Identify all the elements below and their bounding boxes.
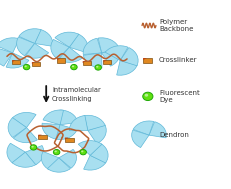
Wedge shape <box>84 115 105 130</box>
Circle shape <box>24 65 27 67</box>
Circle shape <box>30 145 37 150</box>
Wedge shape <box>132 130 149 148</box>
Wedge shape <box>98 38 119 53</box>
Wedge shape <box>120 48 138 66</box>
Bar <box>65 138 74 142</box>
Wedge shape <box>13 128 37 143</box>
Circle shape <box>80 149 86 155</box>
Wedge shape <box>8 118 27 137</box>
Circle shape <box>143 92 153 101</box>
Wedge shape <box>58 47 83 62</box>
Circle shape <box>55 150 57 152</box>
Wedge shape <box>105 46 128 60</box>
Wedge shape <box>69 115 88 131</box>
Text: Polymer
Backbone: Polymer Backbone <box>159 19 193 32</box>
Polygon shape <box>12 60 15 62</box>
Wedge shape <box>0 47 13 66</box>
Text: Fluorescent
Dye: Fluorescent Dye <box>159 90 200 103</box>
Wedge shape <box>42 123 60 139</box>
Wedge shape <box>19 29 41 43</box>
Circle shape <box>53 149 60 155</box>
Wedge shape <box>83 53 102 68</box>
Wedge shape <box>6 53 29 68</box>
Circle shape <box>72 65 74 67</box>
Wedge shape <box>12 112 36 128</box>
Bar <box>32 62 40 66</box>
Wedge shape <box>57 125 77 139</box>
Circle shape <box>71 64 77 70</box>
Wedge shape <box>90 144 108 163</box>
Polygon shape <box>65 138 68 139</box>
Wedge shape <box>60 110 78 125</box>
Bar <box>103 60 111 64</box>
Wedge shape <box>102 47 120 66</box>
Wedge shape <box>51 40 69 59</box>
Bar <box>83 61 91 65</box>
Circle shape <box>31 146 34 148</box>
Wedge shape <box>149 122 166 138</box>
Wedge shape <box>25 146 44 165</box>
Wedge shape <box>88 125 106 144</box>
Polygon shape <box>103 60 107 62</box>
Wedge shape <box>43 110 64 125</box>
Polygon shape <box>32 62 35 64</box>
Circle shape <box>96 66 98 68</box>
Circle shape <box>145 94 148 97</box>
Wedge shape <box>83 38 102 54</box>
Text: Intramolecular
Crosslinking: Intramolecular Crosslinking <box>52 88 101 101</box>
Wedge shape <box>133 121 154 135</box>
Wedge shape <box>12 152 36 167</box>
Wedge shape <box>7 143 25 163</box>
Wedge shape <box>0 38 19 53</box>
Circle shape <box>81 150 83 152</box>
Wedge shape <box>35 29 53 46</box>
Bar <box>38 135 47 139</box>
Wedge shape <box>117 60 137 75</box>
Polygon shape <box>38 135 42 137</box>
Text: Dendron: Dendron <box>159 132 189 138</box>
Bar <box>12 60 20 64</box>
Wedge shape <box>84 155 106 170</box>
Wedge shape <box>47 158 70 172</box>
Polygon shape <box>83 61 86 63</box>
Wedge shape <box>55 32 79 47</box>
Wedge shape <box>69 34 88 53</box>
Circle shape <box>95 65 101 70</box>
Bar <box>57 58 65 63</box>
Wedge shape <box>25 43 49 58</box>
Wedge shape <box>17 37 35 56</box>
Bar <box>143 58 152 63</box>
Circle shape <box>23 64 30 70</box>
Polygon shape <box>57 58 61 60</box>
Polygon shape <box>143 58 147 60</box>
Wedge shape <box>41 152 59 170</box>
Wedge shape <box>59 149 76 168</box>
Text: Crosslinker: Crosslinker <box>159 57 198 64</box>
Wedge shape <box>78 141 102 155</box>
